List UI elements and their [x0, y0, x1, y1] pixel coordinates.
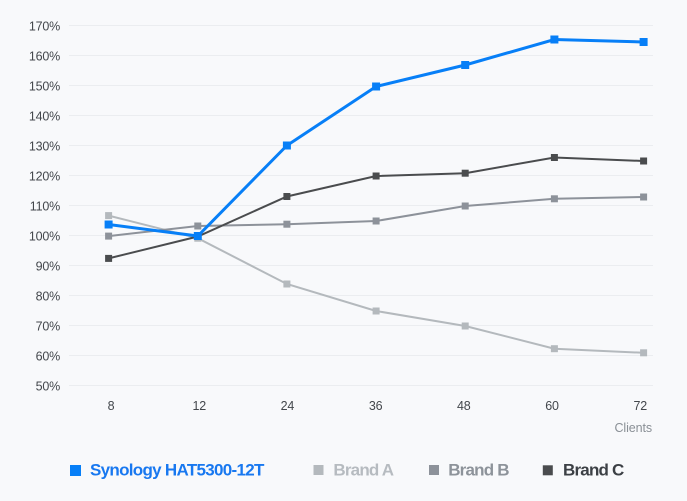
svg-text:150%: 150%: [29, 80, 60, 94]
svg-text:80%: 80%: [36, 290, 61, 304]
svg-text:110%: 110%: [30, 200, 60, 214]
svg-text:160%: 160%: [29, 50, 60, 64]
svg-text:Brand C: Brand C: [563, 461, 624, 480]
svg-text:100%: 100%: [29, 230, 60, 244]
svg-text:Synology HAT5300-12T: Synology HAT5300-12T: [90, 461, 265, 480]
svg-text:Brand B: Brand B: [448, 461, 509, 480]
svg-text:120%: 120%: [29, 170, 60, 184]
svg-text:60: 60: [545, 399, 559, 413]
svg-text:36: 36: [369, 399, 383, 413]
svg-text:Brand A: Brand A: [333, 461, 393, 480]
svg-text:60%: 60%: [36, 350, 61, 364]
svg-text:170%: 170%: [29, 20, 60, 34]
svg-text:24: 24: [281, 399, 295, 413]
svg-text:90%: 90%: [36, 260, 61, 274]
svg-text:50%: 50%: [36, 380, 61, 394]
svg-text:Clients: Clients: [614, 421, 652, 435]
svg-text:72: 72: [633, 399, 647, 413]
svg-text:130%: 130%: [29, 140, 60, 154]
svg-text:8: 8: [108, 399, 115, 413]
svg-text:12: 12: [192, 399, 206, 413]
svg-text:48: 48: [457, 399, 471, 413]
svg-text:70%: 70%: [36, 320, 61, 334]
svg-text:140%: 140%: [29, 110, 60, 124]
